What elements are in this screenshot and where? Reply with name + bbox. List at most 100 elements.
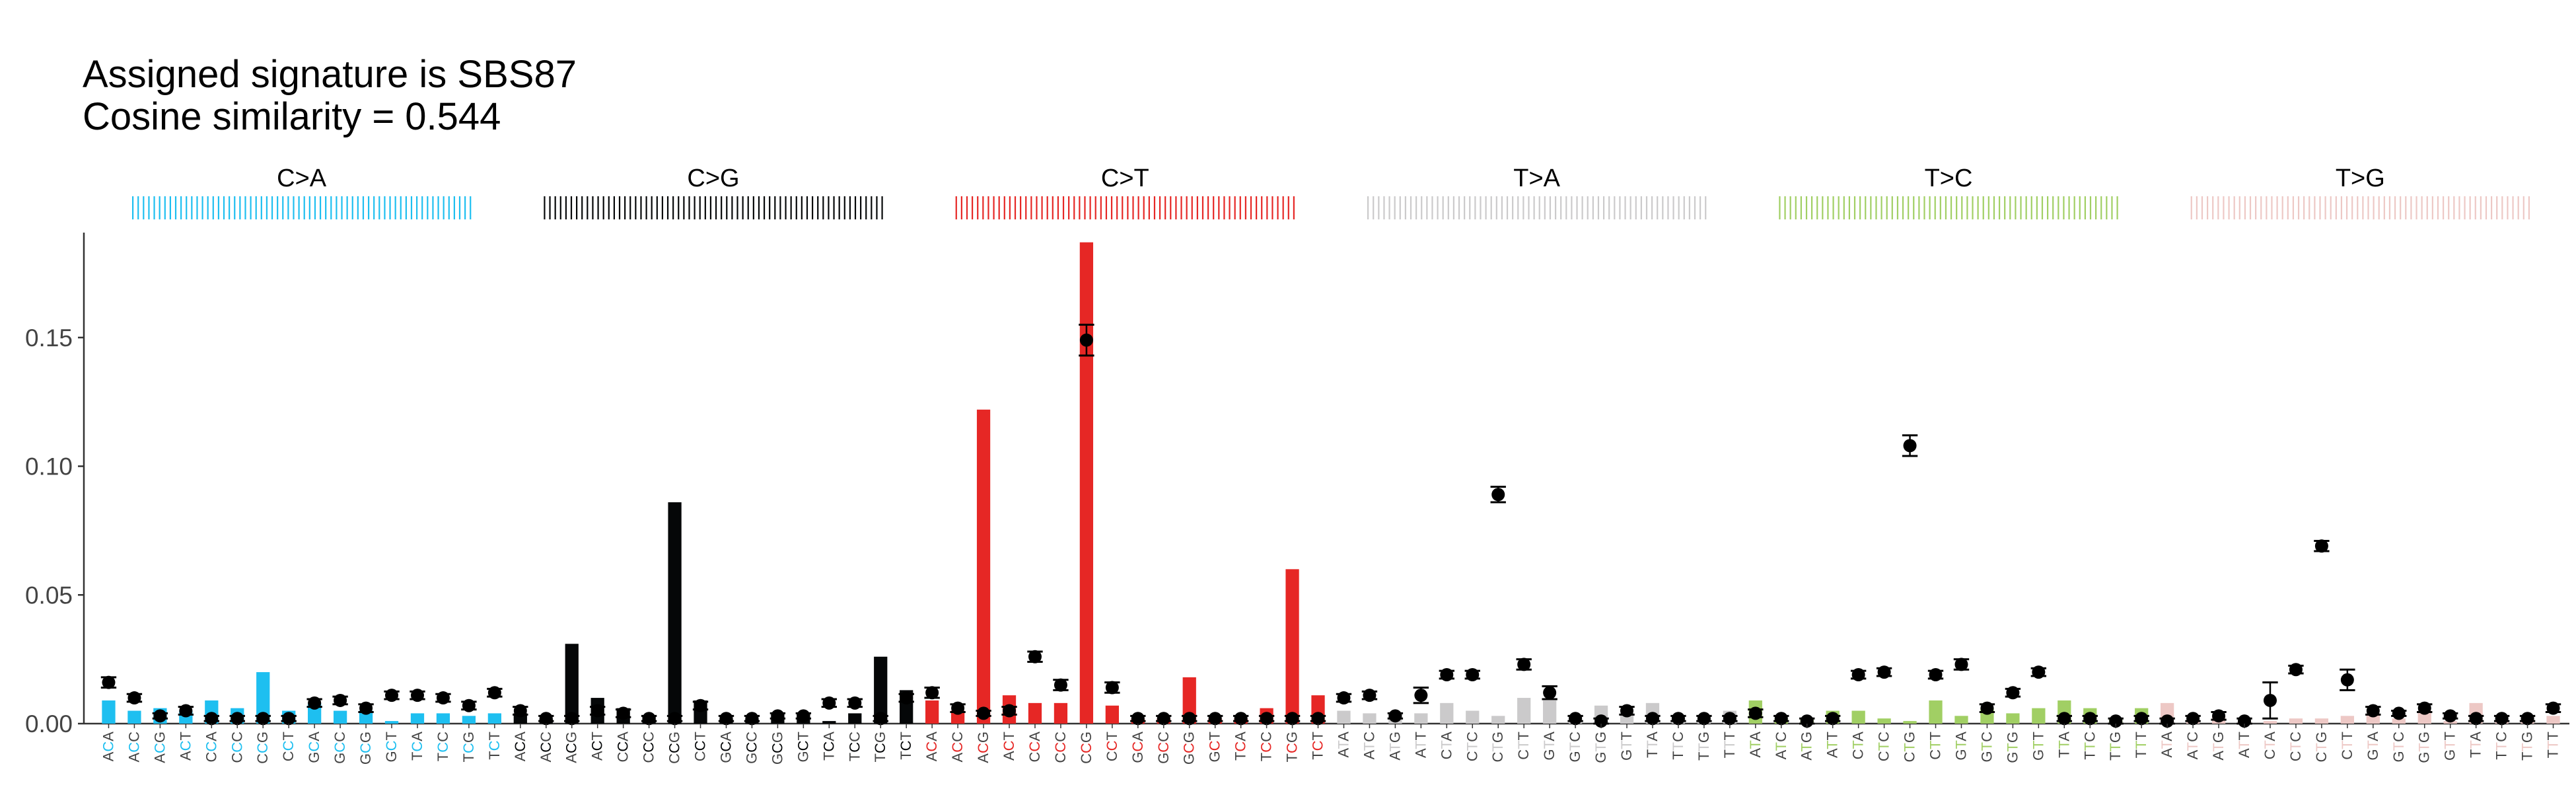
x-tick-base: T	[2287, 742, 2304, 751]
x-tick-base: C	[1258, 742, 1275, 753]
x-tick-base: C	[1026, 741, 1043, 752]
x-tick-base: C	[151, 743, 168, 753]
x-tick-base: T	[872, 753, 888, 762]
x-tick-label: ATT	[1824, 732, 1841, 758]
x-tick-label: TCG	[1284, 732, 1301, 762]
bar	[1182, 677, 1196, 724]
x-tick-base: T	[2133, 740, 2149, 749]
x-tick-base: T	[2159, 741, 2175, 749]
plot-area: 0.000.050.100.15ACAACCACGACTCCACCCCCGCCT…	[25, 233, 2569, 765]
x-tick-base: C	[641, 742, 657, 753]
signature-point	[385, 689, 399, 702]
x-tick-label: ATG	[1386, 732, 1403, 761]
x-tick-base: C	[2262, 749, 2278, 759]
x-tick-base: C	[1438, 749, 1454, 759]
panel-label: T>A	[1513, 165, 1560, 192]
x-tick-base: T	[177, 732, 194, 740]
x-tick-base: G	[1978, 751, 1995, 762]
x-tick-base: C	[1026, 751, 1043, 762]
x-tick-base: G	[1592, 732, 1609, 743]
bar	[668, 502, 682, 724]
bar	[1079, 242, 1094, 724]
x-tick-label: TTT	[1721, 732, 1738, 758]
bar	[2340, 716, 2354, 724]
x-tick-base: T	[2545, 732, 2561, 740]
x-tick-base: C	[435, 732, 451, 742]
x-tick-label: GTG	[1592, 732, 1609, 763]
x-tick-base: T	[1386, 743, 1403, 751]
x-tick-base: A	[1361, 749, 1377, 759]
x-tick-base: C	[306, 741, 322, 752]
signature-point	[590, 704, 604, 718]
bar	[2289, 718, 2303, 724]
signature-point	[565, 712, 579, 726]
bar	[2546, 716, 2560, 724]
x-tick-base: A	[1773, 749, 1789, 759]
x-tick-base: C	[1258, 732, 1275, 742]
signature-point	[1234, 712, 1248, 726]
signature-point	[1929, 668, 1943, 681]
x-tick-base: C	[1876, 732, 1892, 742]
x-tick-base: G	[1207, 751, 1223, 762]
x-tick-base: A	[1001, 751, 1017, 761]
signature-point	[2238, 714, 2252, 728]
bar	[1285, 569, 1299, 724]
signature-point	[2186, 712, 2200, 726]
x-tick-base: G	[2107, 732, 2124, 743]
x-tick-base: C	[1927, 749, 1944, 760]
x-tick-base: T	[1104, 732, 1120, 740]
x-tick-label: GCG	[357, 732, 374, 765]
x-tick-base: T	[1644, 749, 1661, 758]
x-tick-base: T	[1721, 732, 1738, 740]
x-tick-base: C	[1155, 742, 1172, 753]
x-tick-base: T	[383, 732, 400, 740]
x-tick-base: C	[949, 742, 966, 753]
x-tick-label: ATG	[2210, 732, 2227, 761]
x-tick-label: CTG	[2313, 732, 2330, 762]
x-tick-base: A	[1335, 748, 1351, 758]
x-tick-base: T	[2390, 742, 2407, 751]
signature-point	[1054, 678, 1067, 692]
x-tick-base: A	[1438, 732, 1454, 741]
x-tick-label: TCT	[1310, 732, 1326, 760]
y-tick-label: 0.00	[25, 710, 73, 737]
bar	[1363, 713, 1377, 724]
x-tick-base: A	[1129, 732, 1146, 741]
x-tick-label: GTG	[2004, 732, 2021, 763]
x-tick-base: T	[2133, 732, 2149, 740]
bar	[848, 713, 862, 724]
x-tick-base: A	[1799, 751, 1815, 761]
bar	[565, 644, 579, 724]
signature-point	[1028, 650, 1042, 663]
x-tick-label: CCA	[615, 732, 631, 763]
signature-point	[2083, 712, 2097, 726]
x-tick-base: A	[1850, 732, 1867, 741]
x-tick-base: G	[795, 751, 811, 762]
x-tick-label: GCC	[332, 732, 348, 764]
x-tick-base: T	[1258, 753, 1275, 761]
x-tick-base: T	[2365, 741, 2381, 749]
x-tick-base: G	[332, 753, 348, 764]
x-tick-base: C	[898, 740, 914, 751]
x-tick-base: T	[1850, 741, 1867, 749]
x-tick-label: ACT	[589, 732, 606, 761]
x-tick-base: A	[717, 732, 734, 741]
chart-title-line-1: Assigned signature is SBS87	[83, 53, 577, 96]
x-tick-base: A	[2468, 732, 2484, 741]
x-tick-label: CTT	[2339, 732, 2355, 760]
x-tick-base: T	[2107, 752, 2124, 761]
x-tick-base: T	[1541, 741, 1557, 749]
x-tick-base: T	[2442, 740, 2458, 749]
x-tick-base: T	[2493, 742, 2510, 751]
x-tick-base: T	[2004, 743, 2021, 751]
bar	[1543, 700, 1557, 724]
signature-point	[1723, 712, 1736, 726]
x-tick-base: C	[1670, 732, 1686, 742]
x-tick-label: GCT	[383, 732, 400, 762]
x-tick-label: GCT	[1207, 732, 1223, 762]
x-tick-base: C	[717, 741, 734, 752]
x-tick-base: C	[615, 751, 631, 762]
x-tick-base: C	[383, 740, 400, 751]
x-tick-label: ATG	[1799, 732, 1815, 761]
